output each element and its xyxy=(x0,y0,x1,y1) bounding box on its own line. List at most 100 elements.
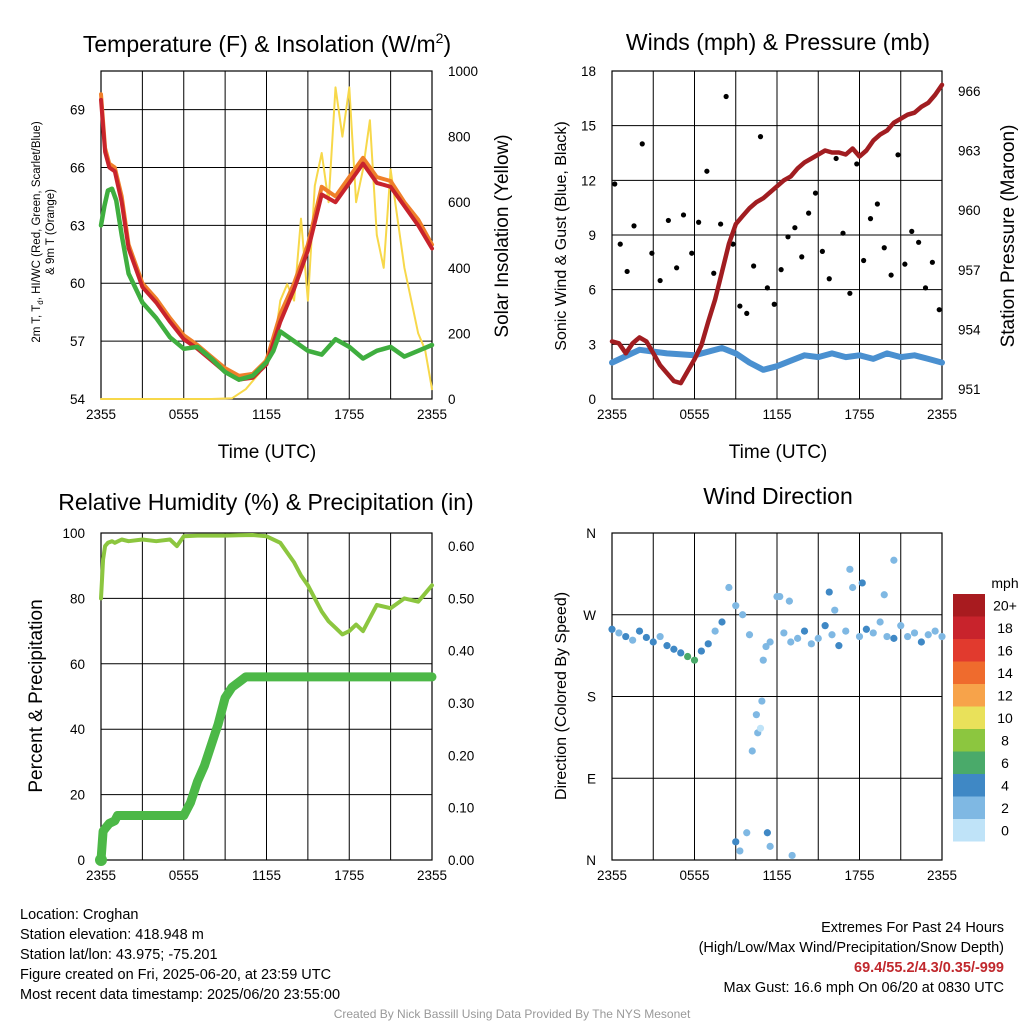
x-tick-label: 1755 xyxy=(844,868,874,883)
direction-point xyxy=(690,656,699,664)
x-tick-label: 1755 xyxy=(334,407,364,422)
x-tick-label: 2355 xyxy=(417,868,447,883)
gust-point xyxy=(909,228,915,234)
gust-point xyxy=(689,250,695,256)
direction-point xyxy=(825,588,833,596)
direction-point xyxy=(608,625,616,633)
y2-tick-label: 0.10 xyxy=(448,801,474,816)
x-tick-label: 0555 xyxy=(169,868,199,883)
x-tick-label: 2355 xyxy=(927,407,957,422)
station-elevation: Station elevation: 418.948 m xyxy=(20,927,204,943)
gust-point xyxy=(881,245,887,251)
y-tick-label: 100 xyxy=(62,526,85,541)
gust-point xyxy=(936,307,942,313)
gust-point xyxy=(812,190,819,196)
y2-tick-label: 0.00 xyxy=(448,853,474,868)
temperature-left-axis-label-2: & 9m T (Orange) xyxy=(45,189,57,275)
x-tick-label: 0555 xyxy=(679,868,709,883)
direction-point xyxy=(938,632,946,641)
legend-label: 0 xyxy=(1001,822,1009,838)
gust-point xyxy=(792,225,798,231)
y-tick-label: N xyxy=(586,526,596,541)
credit-line: Created By Nick Bassill Using Data Provi… xyxy=(333,1007,691,1021)
direction-point xyxy=(785,597,793,605)
legend-label: 18 xyxy=(997,620,1013,636)
y-tick-label: 20 xyxy=(70,788,85,803)
y2-tick-label: 400 xyxy=(448,261,471,276)
gust-point xyxy=(764,285,770,291)
direction-point xyxy=(615,629,623,637)
direction-point xyxy=(800,627,809,635)
gust-point xyxy=(711,270,717,276)
direction-point xyxy=(670,645,678,653)
direction-point xyxy=(794,634,802,642)
direction-point xyxy=(756,724,765,732)
dewpoint-line xyxy=(98,186,435,382)
gust-point xyxy=(737,303,743,309)
legend-swatch xyxy=(953,706,985,729)
gust-point xyxy=(888,272,894,278)
y-tick-label: 60 xyxy=(70,276,85,291)
x-tick-label: 1155 xyxy=(762,868,791,883)
gust-point xyxy=(744,310,750,316)
gust-point xyxy=(723,93,729,100)
direction-point xyxy=(736,847,744,855)
gust-point xyxy=(916,239,922,245)
figure-created: Figure created on Fri, 2025-06-20, at 23… xyxy=(20,967,332,983)
y-tick-label: E xyxy=(587,771,596,786)
y-tick-label: 57 xyxy=(70,334,85,349)
y-tick-label: 18 xyxy=(581,64,596,79)
legend-swatch xyxy=(953,684,985,707)
x-tick-label: 2355 xyxy=(597,407,627,422)
gust-point xyxy=(649,250,655,256)
gust-point xyxy=(902,261,908,267)
direction-axis-label: Direction (Colored By Speed) xyxy=(553,592,570,800)
direction-point xyxy=(711,627,719,635)
x-tick-label: 2355 xyxy=(417,407,447,422)
direction-point xyxy=(656,632,664,641)
y2-tick-label: 957 xyxy=(958,263,981,278)
y2-tick-label: 600 xyxy=(448,195,471,210)
direction-point xyxy=(763,829,771,837)
legend-swatch xyxy=(953,594,985,617)
y2-tick-label: 963 xyxy=(958,144,981,159)
station-info: Location: Croghan Station elevation: 418… xyxy=(20,905,340,1005)
direction-point xyxy=(787,638,795,646)
direction-point xyxy=(732,602,740,610)
direction-point xyxy=(890,634,898,642)
direction-point xyxy=(821,622,829,630)
y-tick-label: 40 xyxy=(70,722,85,737)
y-tick-label: S xyxy=(587,690,596,705)
y2-tick-label: 954 xyxy=(958,322,981,337)
temperature-x-axis-label: Time (UTC) xyxy=(218,442,317,463)
y-tick-label: 0 xyxy=(588,392,596,407)
speed-legend-title: mph xyxy=(991,575,1018,591)
station-latlon: Station lat/lon: 43.975; -75.201 xyxy=(20,947,218,963)
y-tick-label: W xyxy=(583,608,596,623)
legend-swatch xyxy=(953,616,985,639)
y-tick-label: 0 xyxy=(77,853,85,868)
direction-point xyxy=(743,829,751,837)
recent-timestamp: Most recent data timestamp: 2025/06/20 2… xyxy=(20,987,341,1003)
direction-point xyxy=(855,632,864,641)
direction-point xyxy=(931,627,939,635)
x-tick-label: 1155 xyxy=(252,407,281,422)
gust-point xyxy=(778,267,784,273)
gust-point xyxy=(696,219,702,225)
gust-point xyxy=(785,234,791,240)
gust-point xyxy=(757,134,764,140)
legend-label: 12 xyxy=(997,687,1013,703)
insolation-axis-label: Solar Insolation (Yellow) xyxy=(492,134,513,337)
direction-point xyxy=(831,606,839,614)
direction-point xyxy=(858,579,866,587)
legend-swatch xyxy=(953,819,985,842)
sonic-wind-line xyxy=(609,345,945,373)
legend-label: 8 xyxy=(1001,732,1009,748)
direction-point xyxy=(622,632,630,641)
gust-point xyxy=(799,254,805,260)
extremes-info: Extremes For Past 24 Hours (High/Low/Max… xyxy=(699,918,1004,998)
x-tick-label: 0555 xyxy=(169,407,199,422)
precipitation-line xyxy=(96,672,437,865)
direction-point xyxy=(890,556,898,564)
